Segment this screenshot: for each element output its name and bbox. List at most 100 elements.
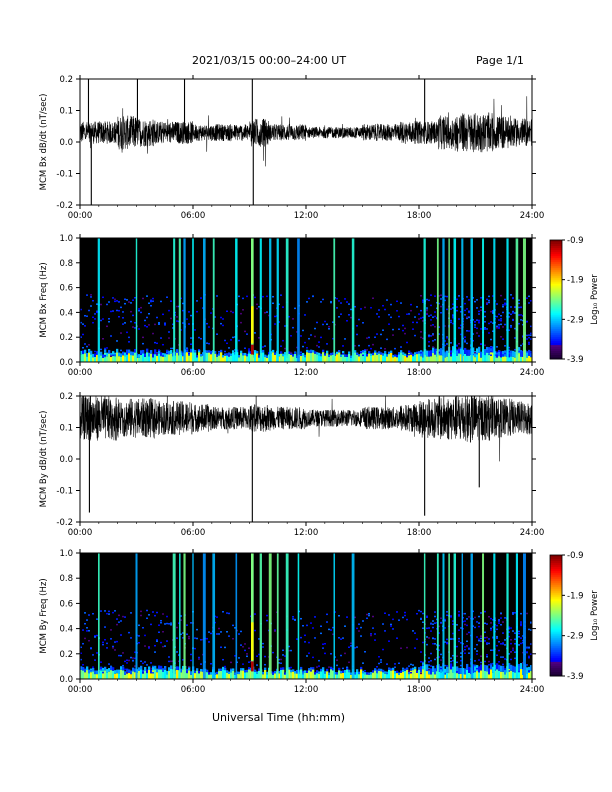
speckle	[158, 665, 160, 667]
speckle	[478, 321, 480, 323]
speckle	[388, 313, 390, 316]
colorbar-cell	[550, 261, 562, 265]
colorbar-cell	[550, 313, 562, 316]
speckle	[528, 655, 530, 658]
speckle	[106, 325, 108, 328]
speckle	[344, 338, 346, 340]
streak	[453, 553, 457, 679]
speckle	[452, 316, 454, 319]
band-fringe	[140, 350, 143, 354]
colorbar-cell	[550, 345, 562, 348]
band-fringe	[386, 354, 389, 357]
speckle	[446, 641, 448, 644]
speckle	[156, 640, 158, 642]
speckle	[464, 309, 466, 312]
band-fringe	[152, 666, 155, 671]
band-fringe	[312, 667, 315, 670]
speckle	[178, 654, 180, 656]
low-freq-band	[226, 355, 229, 362]
speckle	[182, 632, 184, 634]
band-fringe	[422, 351, 425, 358]
low-freq-band	[92, 357, 95, 362]
speckle	[504, 298, 506, 301]
speckle	[464, 341, 466, 343]
speckle	[530, 338, 532, 340]
page-number: Page 1/1	[476, 54, 524, 67]
colorbar-cell	[550, 565, 562, 568]
speckle	[528, 656, 530, 659]
speckle	[496, 346, 498, 348]
speckle	[180, 633, 182, 636]
speckle	[422, 320, 424, 322]
band-fringe	[266, 355, 269, 358]
band-fringe	[274, 352, 277, 355]
speckle	[458, 347, 460, 349]
low-freq-band	[216, 674, 219, 679]
speckle	[520, 344, 522, 347]
band-fringe	[230, 669, 233, 673]
x-tick-label: 24:00	[520, 528, 545, 538]
low-freq-band	[406, 669, 409, 679]
speckle	[224, 350, 226, 353]
speckle	[114, 354, 116, 356]
speckle	[80, 336, 82, 338]
figure-title: 2021/03/15 00:00–24:00 UT	[192, 54, 347, 67]
speckle	[444, 672, 446, 675]
colorbar-cell	[550, 669, 562, 673]
speckle	[452, 620, 454, 622]
speckle	[186, 350, 188, 352]
speckle	[158, 321, 160, 324]
band-fringe	[90, 350, 93, 355]
speckle	[100, 348, 102, 351]
speckle	[242, 297, 244, 300]
band-fringe	[262, 671, 265, 675]
band-fringe	[244, 352, 247, 356]
low-freq-band	[310, 669, 313, 679]
speckle	[282, 654, 284, 656]
low-freq-band	[234, 674, 237, 679]
speckle	[456, 345, 458, 347]
speckle	[338, 300, 340, 302]
speckle	[218, 350, 220, 353]
streak	[482, 238, 485, 362]
speckle	[106, 612, 108, 615]
speckle	[408, 665, 410, 667]
low-freq-band	[484, 671, 487, 679]
speckle	[118, 654, 120, 657]
speckle	[302, 345, 304, 348]
speckle	[324, 652, 326, 655]
speckle	[196, 300, 198, 302]
low-freq-band	[330, 355, 333, 362]
low-freq-band	[360, 353, 363, 362]
speckle	[500, 612, 502, 614]
band-fringe	[468, 666, 471, 673]
speckle	[508, 346, 510, 349]
band-fringe	[290, 352, 293, 355]
band-fringe	[466, 349, 469, 356]
y-tick-label: 0.1	[59, 424, 73, 434]
speckle	[128, 631, 130, 634]
speckle	[486, 303, 488, 305]
speckle	[384, 630, 386, 632]
speckle	[438, 632, 440, 634]
speckle	[444, 641, 446, 643]
colorbar-cell	[550, 255, 562, 259]
low-freq-band	[294, 673, 297, 679]
band-fringe	[486, 346, 489, 353]
band-fringe	[304, 670, 307, 673]
band-fringe	[530, 351, 533, 358]
streak	[515, 553, 519, 679]
speckle	[474, 300, 476, 303]
speckle	[168, 331, 170, 333]
speckle	[102, 671, 104, 674]
x-tick-label: 18:00	[407, 368, 432, 378]
colorbar-cell	[550, 621, 562, 625]
speckle	[220, 322, 222, 325]
speckle	[272, 651, 274, 654]
speckle	[404, 327, 406, 330]
low-freq-band	[236, 673, 239, 679]
speckle	[498, 324, 500, 326]
speckle	[526, 297, 528, 299]
speckle	[282, 649, 284, 652]
low-freq-band	[464, 674, 467, 679]
